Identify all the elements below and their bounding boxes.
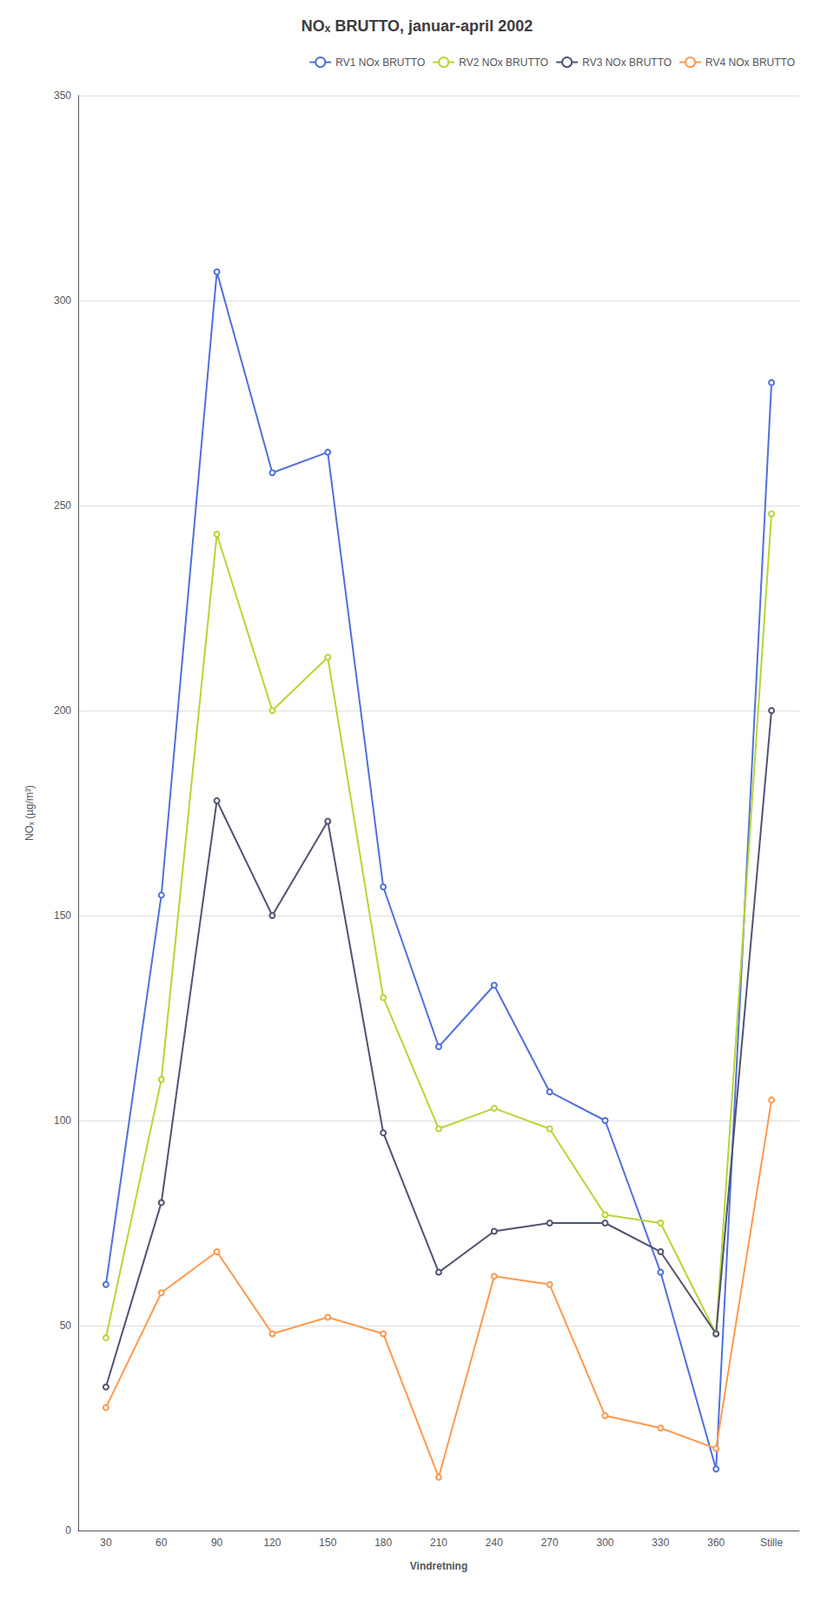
svg-text:RV2 NOx BRUTTO: RV2 NOx BRUTTO — [458, 56, 549, 69]
svg-text:360: 360 — [707, 1536, 725, 1549]
svg-text:Stille: Stille — [760, 1536, 783, 1549]
svg-text:NOₓ BRUTTO, januar-april 2002: NOₓ BRUTTO, januar-april 2002 — [301, 17, 533, 35]
svg-text:300: 300 — [596, 1536, 615, 1549]
svg-text:200: 200 — [53, 704, 72, 717]
svg-text:90: 90 — [211, 1536, 224, 1549]
svg-text:300: 300 — [53, 294, 72, 307]
svg-text:350: 350 — [53, 89, 72, 102]
svg-text:0: 0 — [65, 1524, 72, 1537]
svg-text:330: 330 — [651, 1536, 669, 1549]
svg-text:150: 150 — [318, 1536, 337, 1549]
svg-text:60: 60 — [155, 1536, 168, 1549]
svg-text:NOₓ (µg/m³): NOₓ (µg/m³) — [23, 785, 36, 841]
svg-text:250: 250 — [53, 499, 72, 512]
svg-text:RV1 NOx BRUTTO: RV1 NOx BRUTTO — [335, 56, 425, 69]
svg-text:RV4 NOx BRUTTO: RV4 NOx BRUTTO — [705, 56, 795, 69]
svg-text:180: 180 — [374, 1536, 392, 1549]
svg-text:210: 210 — [430, 1536, 448, 1549]
svg-text:120: 120 — [263, 1536, 281, 1549]
svg-text:100: 100 — [53, 1114, 72, 1127]
svg-text:150: 150 — [53, 909, 72, 922]
svg-text:Vindretning: Vindretning — [410, 1560, 468, 1573]
svg-text:RV3 NOx BRUTTO: RV3 NOx BRUTTO — [582, 56, 672, 69]
svg-text:240: 240 — [485, 1536, 504, 1549]
svg-text:50: 50 — [59, 1319, 73, 1332]
svg-text:270: 270 — [541, 1536, 559, 1549]
svg-text:30: 30 — [99, 1536, 113, 1549]
